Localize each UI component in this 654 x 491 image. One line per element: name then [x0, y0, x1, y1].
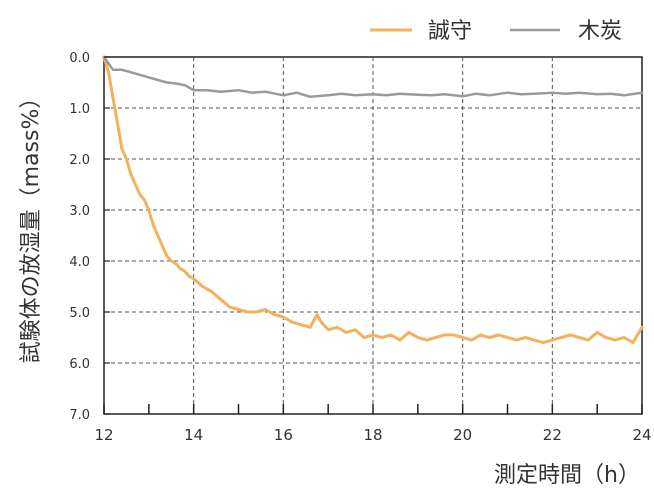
x-tick-label: 12	[94, 426, 113, 444]
x-tick-label: 18	[363, 426, 382, 444]
y-axis-title: 試験体の放湿量（mass%）	[19, 87, 44, 364]
y-tick-label: 2.0	[69, 153, 90, 168]
y-tick-label: 6.0	[69, 357, 90, 372]
x-tick-label: 20	[453, 426, 472, 444]
grid-lines	[104, 57, 642, 414]
x-tick-label: 24	[632, 426, 651, 444]
series-line-seishu	[102, 55, 644, 345]
legend: 誠守 木炭	[370, 19, 622, 44]
axes: 12 14 16 18 20 22 24 0.0 1.0 2.0 3.0 4.0 5.0 6.0 7.0	[69, 51, 651, 444]
x-tick-label: 14	[184, 426, 203, 444]
series-lines	[102, 55, 644, 345]
x-tick-label: 16	[274, 426, 293, 444]
y-tick-label: 5.0	[69, 306, 90, 321]
y-tick-label: 7.0	[69, 408, 90, 423]
y-tick-label: 0.0	[69, 51, 90, 66]
x-tick-label: 22	[543, 426, 562, 444]
legend-label-mokutan: 木炭	[578, 19, 622, 44]
x-axis-title: 測定時間（h）	[494, 463, 640, 488]
series-line-mokutan	[102, 55, 644, 99]
y-tick-label: 4.0	[69, 255, 90, 270]
y-tick-label: 3.0	[69, 204, 90, 219]
legend-label-seishu: 誠守	[428, 19, 472, 44]
y-tick-label: 1.0	[69, 102, 90, 117]
